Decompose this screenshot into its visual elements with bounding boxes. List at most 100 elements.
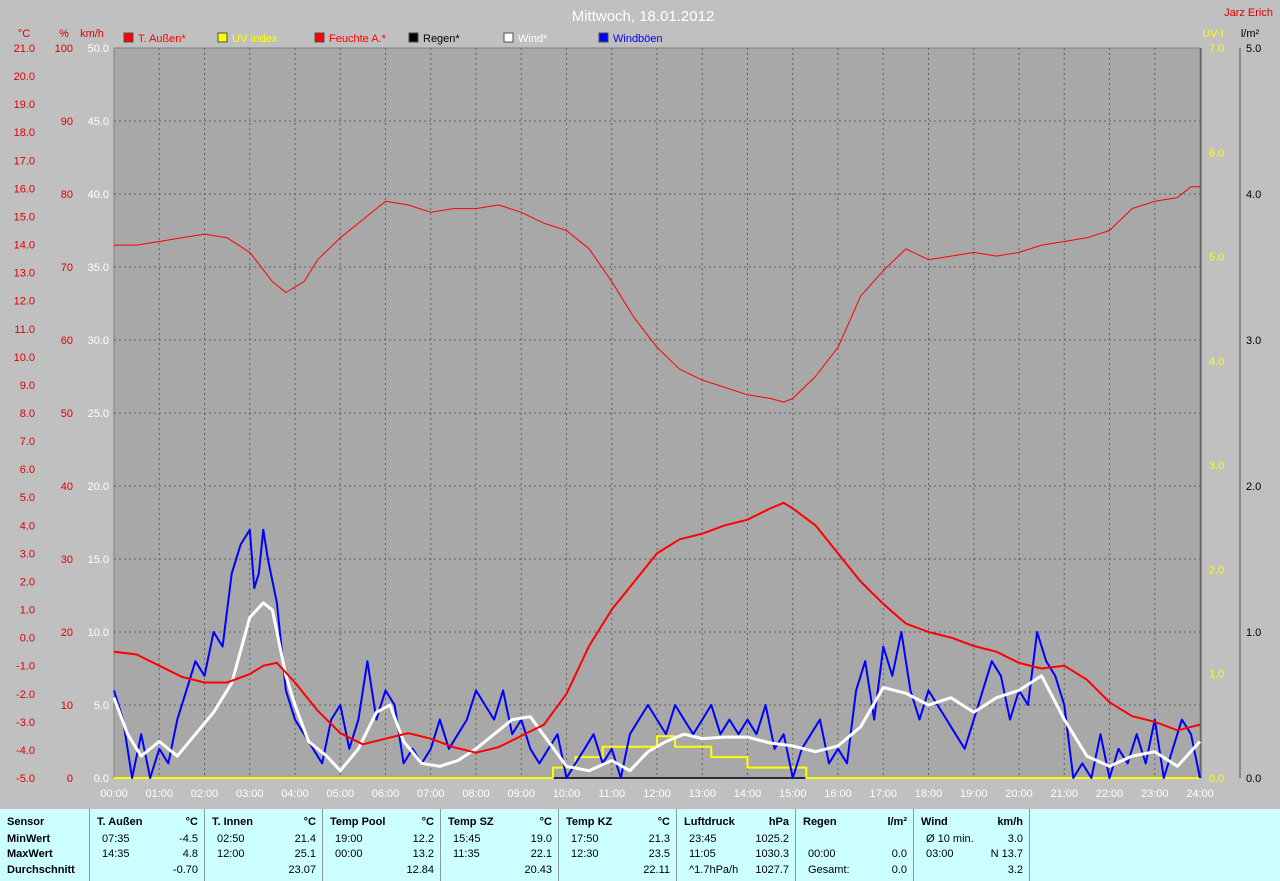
wind-tick-label: 30.0	[88, 335, 109, 347]
time-tick-label: 19:00	[960, 788, 988, 800]
legend-label: Regen*	[423, 33, 460, 45]
stats-cell-value: 0.0	[891, 864, 907, 876]
stats-column: Temp Pool °C 19:00 12.2 00:00 13.2 12.84	[323, 809, 441, 881]
time-tick-label: 20:00	[1005, 788, 1033, 800]
temp-tick-label: 13.0	[14, 268, 35, 280]
wind-tick-label: 45.0	[88, 116, 109, 128]
legend-label: Wind*	[518, 33, 548, 45]
time-tick-label: 13:00	[688, 788, 716, 800]
stats-header: Regen	[803, 816, 837, 828]
stats-cell-time: 00:00	[808, 848, 836, 860]
humidity-tick-label: 40	[61, 481, 73, 493]
wind-tick-label: 20.0	[88, 481, 109, 493]
stats-cell-value: 3.0	[1007, 833, 1023, 845]
wind-tick-label: 50.0	[88, 43, 109, 55]
stats-cell-value: 1027.7	[755, 864, 789, 876]
rain-tick-label: 4.0	[1246, 189, 1261, 201]
uv-tick-label: 1.0	[1209, 669, 1224, 681]
stats-cell-value: 20.43	[524, 864, 552, 876]
time-tick-label: 01:00	[145, 788, 173, 800]
time-tick-label: 10:00	[553, 788, 581, 800]
stats-cell-value: 12.84	[406, 864, 434, 876]
time-tick-label: 12:00	[643, 788, 671, 800]
rain-tick-label: 5.0	[1246, 43, 1261, 55]
stats-cell-time: 03:00	[926, 848, 954, 860]
time-tick-label: 24:00	[1186, 788, 1214, 800]
stats-header: Temp KZ	[566, 816, 613, 828]
stats-column: Temp KZ °C 17:50 21.3 12:30 23.5 22.11	[559, 809, 677, 881]
stats-cell-value: 21.3	[648, 833, 670, 845]
temp-tick-label: 9.0	[20, 380, 35, 392]
wind-tick-label: 40.0	[88, 189, 109, 201]
uv-tick-label: 0.0	[1209, 773, 1224, 785]
temp-tick-label: 1.0	[20, 605, 35, 617]
stats-cell-time: 11:35	[453, 848, 480, 860]
humidity-tick-label: 20	[61, 627, 73, 639]
stats-cell-value: 3.2	[1007, 864, 1023, 876]
time-tick-label: 22:00	[1096, 788, 1124, 800]
humidity-tick-label: 0	[67, 773, 73, 785]
legend-swatch	[503, 32, 514, 43]
rain-tick-label: 0.0	[1246, 773, 1261, 785]
stats-cell-value: 23.07	[288, 864, 316, 876]
axes: 21.0 20.0 19.0 18.0 17.0 16.0 15.0 14.0 13.0 12.0…	[14, 43, 1262, 800]
stats-cell-value: 25.1	[294, 848, 316, 860]
legend-swatch	[314, 32, 325, 43]
stats-cell-time: 17:50	[571, 833, 599, 845]
stats-row-label: MinWert	[7, 833, 51, 845]
temp-tick-label: -5.0	[16, 773, 35, 785]
stats-cell-value: 1030.3	[755, 848, 789, 860]
stats-cell-time: 07:35	[102, 833, 130, 845]
time-tick-label: 07:00	[417, 788, 445, 800]
series-line-wind	[112, 601, 1202, 773]
weather-chart: 21.0 20.0 19.0 18.0 17.0 16.0 15.0 14.0 13.0 12.0…	[14, 7, 1273, 800]
temp-tick-label: 10.0	[14, 352, 35, 364]
temp-tick-label: 3.0	[20, 548, 35, 560]
temp-tick-label: -2.0	[16, 689, 35, 701]
stats-header: T. Innen	[212, 816, 253, 828]
stats-column: Regen l/m² 00:00 0.0 Gesamt: 0.0	[796, 809, 914, 881]
uv-tick-label: 3.0	[1209, 460, 1224, 472]
stats-column: Temp SZ °C 15:45 19.0 11:35 22.1 20.43	[441, 809, 559, 881]
humidity-tick-label: 80	[61, 189, 73, 201]
stats-table: Sensor MinWert MaxWert Durchschnitt T. Außen…	[0, 809, 1280, 881]
stats-header: Temp Pool	[330, 816, 386, 828]
uv-tick-label: 6.0	[1209, 147, 1224, 159]
humidity-tick-label: 50	[61, 408, 73, 420]
time-tick-label: 03:00	[236, 788, 264, 800]
stats-cell-value: 0.0	[891, 848, 907, 860]
humidity-tick-label: 100	[55, 43, 73, 55]
series-line-windb-en	[113, 528, 1201, 779]
rain-tick-label: 3.0	[1246, 335, 1261, 347]
time-tick-label: 18:00	[915, 788, 943, 800]
unit-label-left: °C	[18, 28, 30, 40]
separator	[0, 803, 1280, 809]
time-tick-label: 02:00	[191, 788, 219, 800]
stats-header: Luftdruck	[684, 816, 735, 828]
wind-tick-label: 10.0	[88, 627, 109, 639]
temp-tick-label: -3.0	[16, 717, 35, 729]
temp-tick-label: 14.0	[14, 240, 35, 252]
humidity-tick-label: 70	[61, 262, 73, 274]
time-tick-label: 00:00	[100, 788, 128, 800]
rain-tick-label: 1.0	[1246, 627, 1261, 639]
humidity-tick-label: 10	[61, 700, 73, 712]
temp-tick-label: 5.0	[20, 492, 35, 504]
temp-tick-label: 11.0	[14, 324, 35, 336]
stats-header-unit: °C	[657, 816, 670, 828]
stats-column: Sensor MinWert MaxWert Durchschnitt	[0, 809, 90, 881]
humidity-tick-label: 30	[61, 554, 73, 566]
temp-tick-label: 0.0	[20, 633, 35, 645]
humidity-tick-label: 90	[61, 116, 73, 128]
chart-title: Mittwoch, 18.01.2012	[572, 8, 715, 25]
series-layer	[112, 186, 1202, 779]
time-tick-label: 05:00	[326, 788, 354, 800]
stats-header: Sensor	[7, 816, 45, 828]
stats-cell-time: 14:35	[102, 848, 130, 860]
temp-tick-label: 21.0	[14, 43, 35, 55]
stats-header-unit: °C	[421, 816, 434, 828]
author-label: Jarz Erich	[1224, 7, 1273, 19]
stats-cell-value: 12.2	[412, 833, 434, 845]
stats-cell-value: 4.8	[182, 848, 198, 860]
wind-tick-label: 35.0	[88, 262, 109, 274]
